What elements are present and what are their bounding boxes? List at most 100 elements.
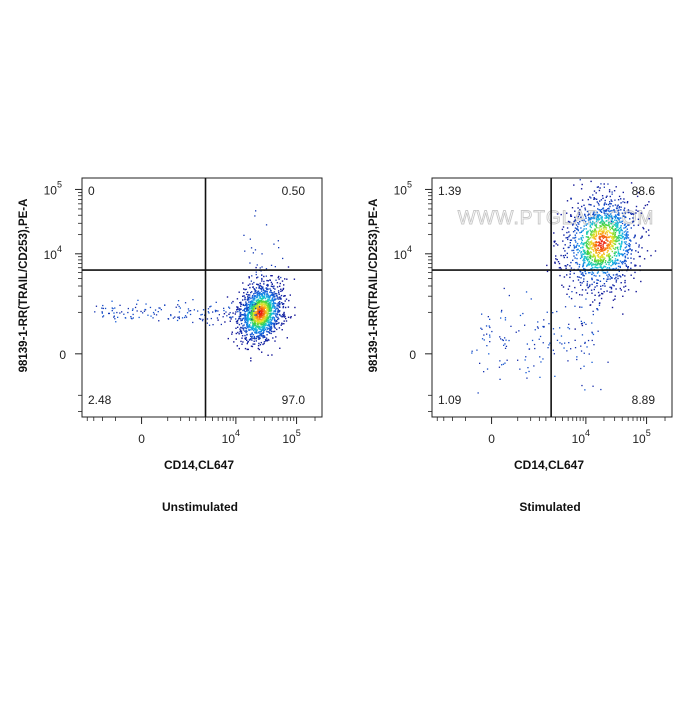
data-point	[622, 313, 624, 315]
data-point	[616, 227, 618, 229]
data-point	[604, 247, 606, 249]
data-point	[269, 309, 272, 311]
data-point	[574, 328, 576, 330]
data-point	[574, 234, 576, 236]
data-point	[274, 288, 276, 290]
data-point	[269, 288, 271, 290]
data-point	[576, 249, 578, 251]
data-point	[259, 327, 262, 329]
data-point	[256, 293, 258, 295]
data-point	[237, 308, 239, 311]
data-point	[256, 283, 258, 285]
data-point	[576, 276, 579, 278]
data-point	[200, 314, 202, 316]
data-point	[614, 277, 616, 280]
data-point	[485, 325, 488, 327]
data-point	[592, 231, 595, 233]
data-point	[230, 316, 232, 318]
data-point	[593, 214, 595, 217]
data-point	[569, 270, 572, 273]
data-point	[264, 336, 266, 338]
data-point	[613, 254, 616, 257]
data-point	[227, 337, 229, 340]
data-point	[580, 227, 582, 229]
data-point	[238, 291, 240, 293]
data-point	[606, 274, 608, 276]
data-point	[269, 326, 271, 328]
data-point	[594, 224, 596, 226]
data-point	[587, 258, 589, 261]
data-point	[481, 313, 483, 315]
data-point	[265, 323, 267, 325]
data-point	[583, 261, 585, 263]
data-point	[246, 308, 248, 310]
data-point	[588, 272, 590, 274]
quadrant-label-top-left: 1.39	[438, 184, 462, 198]
data-point	[248, 301, 250, 303]
data-point	[594, 249, 597, 252]
data-point	[261, 314, 264, 317]
data-point	[252, 326, 254, 328]
data-point	[603, 278, 605, 280]
data-point	[257, 307, 259, 310]
data-point	[625, 246, 628, 248]
data-point	[251, 303, 253, 305]
data-point	[592, 220, 594, 223]
data-point	[605, 227, 608, 229]
data-point	[247, 326, 249, 329]
data-point	[251, 311, 254, 313]
data-point	[618, 239, 620, 242]
data-point	[267, 305, 269, 308]
data-point	[581, 289, 584, 291]
data-point	[577, 216, 580, 218]
data-point	[600, 246, 602, 249]
data-point	[589, 272, 591, 274]
data-point	[576, 356, 578, 358]
data-point	[606, 234, 609, 236]
data-point	[261, 313, 263, 316]
data-point	[284, 278, 286, 280]
data-point	[600, 263, 603, 265]
data-point	[259, 291, 261, 294]
data-point	[617, 204, 619, 206]
data-point	[597, 330, 599, 332]
data-point	[258, 312, 261, 314]
data-point	[618, 230, 620, 233]
data-point	[278, 293, 280, 295]
data-point	[248, 325, 250, 327]
data-point	[586, 265, 588, 267]
data-point	[260, 298, 263, 300]
data-point	[631, 213, 634, 215]
data-point	[263, 275, 265, 278]
data-point	[595, 233, 598, 235]
data-point	[600, 240, 603, 243]
plot-frame	[81, 177, 323, 418]
data-point	[605, 214, 608, 217]
data-point	[245, 337, 247, 340]
data-point	[588, 260, 591, 263]
data-point	[572, 249, 575, 252]
data-point	[627, 252, 629, 254]
x-tick-label: 0	[488, 432, 495, 446]
data-point	[596, 249, 599, 251]
data-point	[243, 288, 245, 290]
data-point	[250, 327, 253, 329]
data-point	[600, 226, 602, 228]
data-point	[257, 302, 260, 304]
data-point	[603, 204, 605, 206]
data-point	[600, 248, 602, 251]
data-point	[233, 341, 235, 343]
data-point	[283, 314, 285, 317]
data-point	[536, 326, 539, 328]
data-point	[263, 323, 265, 325]
data-point	[246, 310, 248, 312]
data-point	[587, 236, 589, 238]
data-point	[260, 308, 262, 310]
data-point	[245, 328, 248, 330]
data-point	[593, 205, 595, 207]
quadrant-label-bottom-right: 8.89	[632, 393, 656, 407]
data-point	[599, 214, 602, 217]
data-point	[622, 249, 625, 251]
data-point	[271, 317, 274, 320]
data-point	[260, 332, 263, 335]
